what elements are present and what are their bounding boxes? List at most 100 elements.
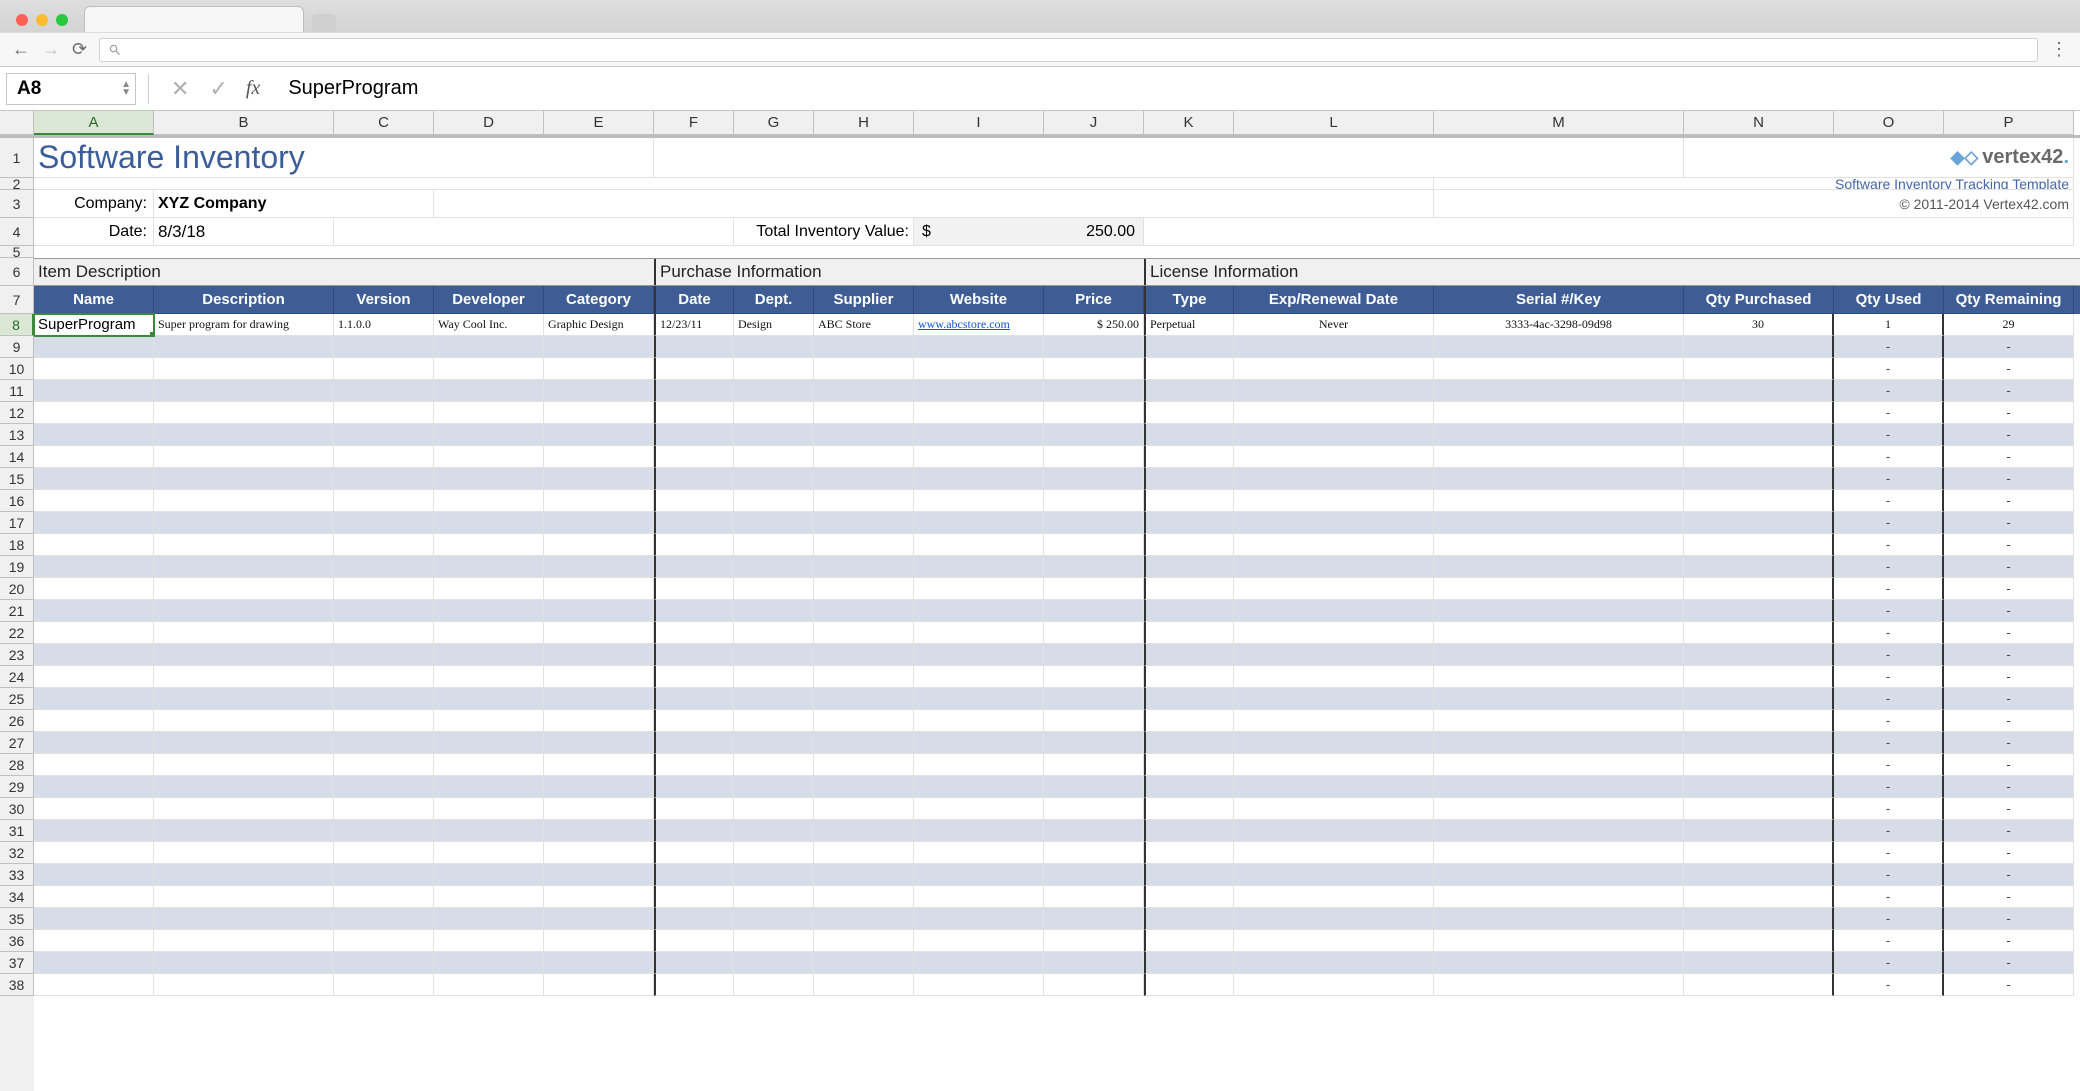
empty-cell[interactable] — [1434, 886, 1684, 908]
empty-cell[interactable] — [1144, 908, 1234, 930]
empty-cell[interactable] — [1044, 930, 1144, 952]
empty-cell[interactable] — [734, 974, 814, 996]
empty-cell[interactable] — [544, 886, 654, 908]
empty-cell[interactable] — [1684, 358, 1834, 380]
empty-cell[interactable] — [814, 688, 914, 710]
empty-cell[interactable] — [34, 358, 154, 380]
empty-cell[interactable] — [434, 974, 544, 996]
empty-cell[interactable] — [914, 952, 1044, 974]
cell-qty-used[interactable]: 1 — [1834, 314, 1944, 336]
empty-cell[interactable]: - — [1834, 512, 1944, 534]
empty-cell[interactable] — [1684, 644, 1834, 666]
row-header-18[interactable]: 18 — [0, 534, 34, 556]
empty-cell[interactable] — [334, 732, 434, 754]
empty-cell[interactable] — [1434, 908, 1684, 930]
empty-cell[interactable] — [1434, 952, 1684, 974]
website-link[interactable]: www.abcstore.com — [918, 317, 1010, 332]
empty-cell[interactable] — [814, 336, 914, 358]
empty-cell[interactable] — [1044, 666, 1144, 688]
empty-cell[interactable] — [434, 622, 544, 644]
column-header-C[interactable]: C — [334, 111, 434, 135]
empty-cell[interactable]: - — [1944, 688, 2074, 710]
empty-cell[interactable] — [914, 578, 1044, 600]
empty-cell[interactable] — [914, 688, 1044, 710]
empty-cell[interactable] — [654, 798, 734, 820]
empty-cell[interactable] — [1044, 512, 1144, 534]
empty-cell[interactable] — [334, 402, 434, 424]
cell-type[interactable]: Perpetual — [1144, 314, 1234, 336]
empty-cell[interactable] — [154, 666, 334, 688]
empty-cell[interactable] — [914, 336, 1044, 358]
empty-cell[interactable] — [734, 908, 814, 930]
empty-cell[interactable] — [34, 842, 154, 864]
empty-cell[interactable] — [914, 974, 1044, 996]
cell-name[interactable]: SuperProgram — [34, 314, 154, 336]
empty-cell[interactable]: - — [1834, 468, 1944, 490]
empty-cell[interactable] — [654, 732, 734, 754]
cell-serial[interactable]: 3333-4ac-3298-09d98 — [1434, 314, 1684, 336]
empty-cell[interactable] — [544, 512, 654, 534]
empty-cell[interactable] — [1434, 776, 1684, 798]
empty-cell[interactable] — [814, 710, 914, 732]
empty-cell[interactable] — [1044, 908, 1144, 930]
empty-cell[interactable] — [544, 864, 654, 886]
empty-cell[interactable] — [34, 974, 154, 996]
empty-cell[interactable] — [1144, 952, 1234, 974]
cell-qty-remaining[interactable]: 29 — [1944, 314, 2074, 336]
empty-cell[interactable] — [1684, 886, 1834, 908]
empty-cell[interactable] — [1434, 556, 1684, 578]
empty-cell[interactable] — [154, 358, 334, 380]
table-column-header[interactable]: Developer — [434, 286, 544, 314]
empty-cell[interactable] — [34, 380, 154, 402]
cancel-formula-button[interactable]: ✕ — [161, 76, 199, 102]
empty-cell[interactable] — [1234, 864, 1434, 886]
empty-cell[interactable] — [734, 622, 814, 644]
row-header-20[interactable]: 20 — [0, 578, 34, 600]
empty-cell[interactable] — [434, 358, 544, 380]
empty-cell[interactable] — [814, 578, 914, 600]
empty-cell[interactable] — [1044, 688, 1144, 710]
section-header[interactable]: License Information — [1144, 259, 2074, 285]
empty-cell[interactable] — [1684, 930, 1834, 952]
row-header-7[interactable]: 7 — [0, 286, 34, 314]
empty-cell[interactable]: - — [1944, 842, 2074, 864]
empty-cell[interactable] — [1144, 842, 1234, 864]
empty-cell[interactable] — [814, 534, 914, 556]
empty-cell[interactable] — [434, 952, 544, 974]
empty-cell[interactable] — [1434, 402, 1684, 424]
row-header-15[interactable]: 15 — [0, 468, 34, 490]
empty-cell[interactable] — [34, 578, 154, 600]
empty-cell[interactable] — [914, 908, 1044, 930]
cell-supplier[interactable]: ABC Store — [814, 314, 914, 336]
empty-cell[interactable] — [654, 534, 734, 556]
empty-cell[interactable]: - — [1834, 358, 1944, 380]
empty-cell[interactable] — [1144, 688, 1234, 710]
empty-cell[interactable] — [34, 534, 154, 556]
table-column-header[interactable]: Qty Remaining — [1944, 286, 2074, 314]
empty-cell[interactable] — [1434, 512, 1684, 534]
empty-cell[interactable]: - — [1834, 886, 1944, 908]
empty-cell[interactable]: - — [1944, 402, 2074, 424]
empty-cell[interactable] — [814, 820, 914, 842]
empty-cell[interactable] — [1144, 578, 1234, 600]
empty-cell[interactable] — [1434, 864, 1684, 886]
empty-cell[interactable] — [814, 512, 914, 534]
empty-cell[interactable] — [1234, 468, 1434, 490]
empty-cell[interactable] — [1144, 732, 1234, 754]
empty-cell[interactable]: - — [1834, 974, 1944, 996]
empty-cell[interactable] — [1044, 534, 1144, 556]
empty-cell[interactable] — [1684, 600, 1834, 622]
empty-cell[interactable] — [654, 336, 734, 358]
empty-cell[interactable] — [334, 710, 434, 732]
empty-cell[interactable] — [1684, 490, 1834, 512]
empty-cell[interactable] — [1044, 600, 1144, 622]
empty-cell[interactable] — [1044, 732, 1144, 754]
empty-cell[interactable] — [914, 776, 1044, 798]
empty-cell[interactable] — [914, 402, 1044, 424]
cell-qty-purchased[interactable]: 30 — [1684, 314, 1834, 336]
empty-cell[interactable]: - — [1834, 424, 1944, 446]
empty-cell[interactable] — [154, 622, 334, 644]
empty-cell[interactable]: - — [1944, 666, 2074, 688]
empty-cell[interactable]: - — [1834, 336, 1944, 358]
empty-cell[interactable] — [334, 974, 434, 996]
